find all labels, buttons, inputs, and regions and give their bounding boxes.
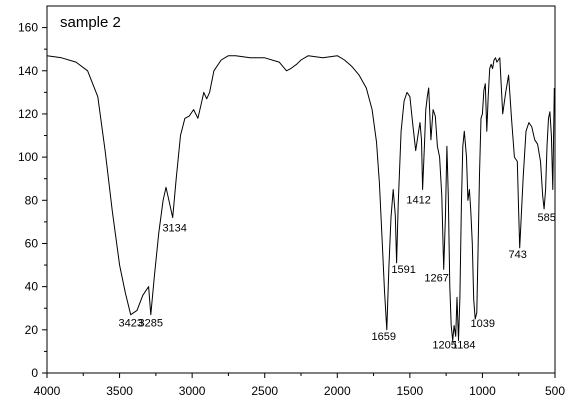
x-tick-label: 500 — [545, 384, 565, 398]
y-tick-label: 160 — [18, 21, 38, 35]
y-tick-label: 140 — [18, 64, 38, 78]
y-tick-label: 120 — [18, 107, 38, 121]
x-tick-label: 2500 — [251, 384, 278, 398]
peak-label: 1205 — [432, 340, 456, 352]
peak-label: 743 — [509, 249, 527, 261]
peak-label: 1184 — [452, 340, 476, 352]
x-tick-label: 2000 — [324, 384, 351, 398]
peak-label: 3285 — [139, 318, 163, 330]
peak-label: 585 — [537, 212, 555, 224]
spectrum-line — [46, 55, 555, 342]
peak-label: 1659 — [372, 331, 396, 343]
x-tick-label: 1000 — [469, 384, 496, 398]
y-tick-label: 20 — [25, 323, 39, 337]
y-axis: 0 20 40 60 80 100 120 140 160 — [18, 21, 47, 380]
chart-title: sample 2 — [60, 14, 121, 31]
y-tick-label: 0 — [31, 366, 38, 380]
y-tick-label: 60 — [25, 236, 39, 250]
x-tick-label: 4000 — [34, 384, 61, 398]
x-axis: 4000 3500 3000 2500 2000 1500 1000 500 — [34, 373, 565, 398]
peak-label: 1412 — [406, 195, 430, 207]
x-tick-label: 1500 — [397, 384, 424, 398]
peak-label: 1591 — [391, 264, 415, 276]
peak-label: 3134 — [162, 223, 186, 235]
y-tick-label: 40 — [25, 280, 39, 294]
peak-label: 1267 — [424, 272, 448, 284]
peak-label: 3423 — [119, 318, 143, 330]
y-tick-label: 100 — [18, 150, 38, 164]
x-tick-label: 3500 — [106, 384, 133, 398]
y-tick-label: 80 — [25, 193, 39, 207]
x-tick-label: 3000 — [179, 384, 206, 398]
peak-label: 1039 — [471, 318, 495, 330]
